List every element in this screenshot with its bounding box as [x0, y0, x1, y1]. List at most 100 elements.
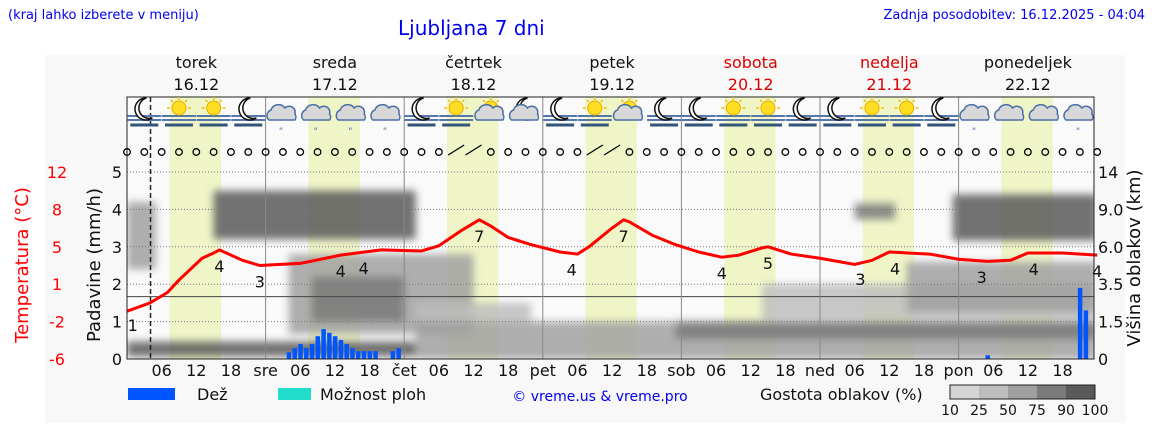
moon-fog-icon [543, 97, 578, 127]
cloud-height-tick: 3.5 [1098, 275, 1123, 294]
sun-fog-icon [751, 97, 786, 127]
wind-calm-icon [365, 148, 374, 156]
cloud-height-axis-label: Višina oblakov (km) [1124, 169, 1145, 346]
cloud-rain-icon: " [959, 104, 990, 137]
cloud-icon [1028, 104, 1059, 121]
day-name: sreda [313, 53, 357, 72]
wind-calm-icon [989, 148, 998, 156]
hour-tick: 18 [359, 361, 379, 380]
wind-calm-icon [1075, 148, 1084, 156]
hour-tick: 06 [567, 361, 587, 380]
hour-tick: 12 [602, 361, 622, 380]
precip-tick: 4 [112, 200, 122, 219]
sun-fog-icon [854, 97, 889, 127]
cloud-scale-swatch [1066, 385, 1095, 399]
rain-bar [373, 351, 378, 359]
daylight-band [169, 97, 222, 359]
wind-calm-icon [660, 148, 669, 156]
precipitation-axis-label: Padavine (mm/h) [84, 188, 105, 342]
moon-fog-icon [820, 97, 855, 127]
wind-calm-icon [1041, 148, 1050, 156]
rain-bar [338, 339, 344, 359]
wind-calm-icon [209, 148, 218, 156]
wind-calm-icon [625, 148, 634, 156]
cloud-region [952, 194, 1094, 241]
temp-tick: 1 [52, 275, 62, 294]
temp-tick: 5 [52, 238, 62, 257]
wind-calm-icon [729, 148, 738, 156]
temperature-label: 4 [717, 264, 727, 283]
day-abbr-tick: ned [805, 361, 835, 380]
legend-showers-swatch [278, 388, 311, 400]
cloud-scale-label: 100 [1082, 403, 1109, 419]
temperature-label: 4 [336, 262, 346, 281]
temperature-line [126, 218, 1098, 313]
temperature-label: 4 [214, 257, 224, 276]
svg-text:": " [348, 127, 352, 137]
day-name: četrtek [445, 53, 503, 72]
day-abbr-tick: sob [667, 361, 695, 380]
cloud-rain-icon: " [370, 104, 401, 137]
temperature-label: 7 [474, 227, 484, 246]
wind-calm-icon [382, 148, 391, 156]
temperature-label: 4 [359, 259, 369, 278]
wind-calm-icon [677, 148, 686, 156]
wind-calm-icon [1058, 148, 1067, 156]
hour-tick: 12 [879, 361, 899, 380]
wind-calm-icon [434, 148, 443, 156]
wind-calm-icon [278, 148, 287, 156]
temperature-label: 3 [855, 270, 865, 289]
temperature-axis-label: Temperatura (°C) [12, 187, 33, 344]
svg-text:": " [972, 127, 976, 137]
hour-tick: 12 [463, 361, 483, 380]
rain-bar [309, 344, 315, 359]
credit-text: © vreme.us & vreme.pro [512, 389, 687, 405]
svg-text:": " [1076, 127, 1080, 137]
cloud-scale-swatch [979, 385, 1008, 399]
day-date: 19.12 [589, 75, 635, 94]
rain-bar [1083, 310, 1089, 359]
day-date: 22.12 [1005, 75, 1051, 94]
wind-calm-icon [902, 148, 911, 156]
cloud-region [127, 341, 416, 357]
rain-bar [286, 352, 292, 359]
hour-tick: 06 [151, 361, 171, 380]
day-date: 17.12 [312, 75, 358, 94]
cloud-scale-label: 25 [970, 403, 988, 419]
cloud-rain-icon: " [266, 104, 297, 137]
cloud-height-tick: 0 [1098, 350, 1108, 369]
cloud-icon [993, 104, 1025, 121]
wind-calm-icon [1023, 148, 1032, 156]
wind-calm-icon [486, 148, 495, 156]
hour-tick: 12 [741, 361, 761, 380]
sun-cloud-icon [612, 97, 644, 121]
precip-tick: 2 [112, 275, 122, 294]
cloud-rain-icon: " [1063, 104, 1094, 137]
svg-text:": " [279, 127, 283, 137]
wind-calm-icon [694, 148, 703, 156]
day-date: 18.12 [451, 75, 497, 94]
sun-cloud-icon [474, 97, 505, 121]
cloud-scale-label: 10 [941, 403, 959, 419]
hour-tick: 06 [706, 361, 726, 380]
cloud-scale-label: 75 [1028, 403, 1046, 419]
wind-calm-icon [816, 148, 824, 156]
wind-calm-icon [971, 148, 980, 156]
wind-calm-icon [348, 148, 357, 156]
rain-bar [315, 336, 321, 359]
legend-showers-label: Možnost ploh [320, 385, 426, 404]
cloud-height-tick: 1.5 [1098, 313, 1123, 332]
cloud-region [906, 261, 1094, 313]
wind-calm-icon [885, 148, 894, 156]
location-hint: (kraj lahko izberete v meniju) [8, 8, 199, 23]
hour-tick: 18 [914, 361, 934, 380]
temperature-label: 4 [1029, 260, 1039, 279]
temp-tick: -6 [49, 350, 65, 369]
moon-fog-icon [647, 97, 682, 127]
wind-calm-icon [192, 148, 201, 156]
temp-tick: 8 [52, 200, 62, 219]
wind-calm-icon [781, 148, 790, 156]
moon-fog-icon [404, 97, 439, 127]
hour-tick: 18 [775, 361, 795, 380]
